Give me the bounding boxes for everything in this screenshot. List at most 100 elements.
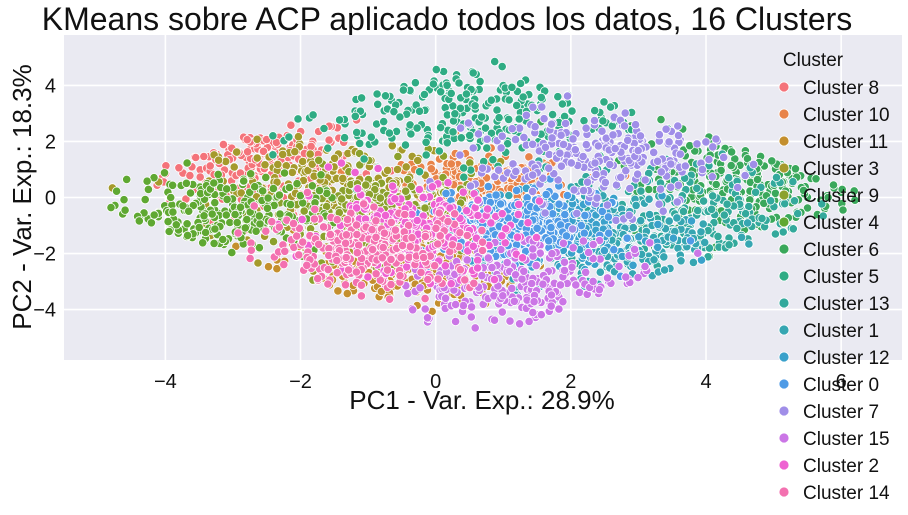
data-point: [512, 100, 522, 111]
data-point: [298, 237, 308, 247]
data-point: [534, 196, 545, 206]
data-point: [290, 147, 300, 157]
data-point: [465, 181, 476, 191]
data-point: [305, 149, 315, 159]
data-point: [778, 227, 788, 237]
data-point: [579, 116, 589, 126]
data-point: [492, 105, 502, 115]
data-point: [656, 167, 666, 177]
data-point: [324, 135, 334, 145]
data-point: [195, 172, 205, 182]
data-point: [640, 261, 650, 272]
data-point: [415, 283, 425, 293]
data-point: [273, 159, 283, 169]
data-point: [678, 206, 689, 216]
data-point: [537, 102, 547, 112]
data-point: [635, 131, 646, 141]
data-point: [766, 196, 776, 206]
data-point: [146, 218, 156, 228]
data-point: [342, 288, 352, 299]
data-point: [793, 209, 803, 219]
data-point: [323, 143, 333, 153]
data-point: [504, 190, 514, 201]
data-point: [355, 138, 365, 148]
data-point: [287, 167, 297, 177]
legend-marker: [778, 351, 790, 363]
data-point: [343, 265, 354, 275]
data-point: [434, 208, 444, 218]
data-point: [242, 215, 252, 225]
data-point: [288, 219, 299, 229]
data-point: [462, 255, 472, 265]
data-point: [740, 170, 750, 181]
data-point: [521, 110, 532, 120]
data-point: [367, 245, 378, 255]
data-point: [463, 118, 473, 128]
data-point: [771, 172, 782, 182]
data-point: [199, 211, 209, 221]
data-point: [562, 91, 573, 101]
data-point: [477, 271, 487, 281]
data-point: [400, 209, 410, 220]
data-point: [329, 153, 340, 163]
data-point: [323, 279, 333, 289]
data-point: [413, 155, 423, 166]
data-point: [659, 252, 669, 262]
data-point: [547, 249, 557, 259]
data-point: [436, 87, 446, 97]
legend-entry: Cluster 12: [803, 348, 890, 369]
data-point: [588, 239, 598, 250]
data-point: [546, 119, 557, 129]
data-point: [477, 237, 488, 247]
data-point: [477, 245, 488, 256]
data-point: [473, 195, 483, 205]
data-point: [455, 265, 465, 275]
data-point: [458, 300, 468, 311]
data-point: [433, 239, 443, 249]
data-point: [336, 158, 346, 168]
data-point: [732, 223, 742, 233]
data-point: [227, 248, 237, 258]
data-point: [420, 293, 430, 304]
data-point: [593, 141, 603, 151]
data-point: [414, 106, 425, 116]
data-point: [666, 159, 676, 169]
data-point: [455, 150, 465, 160]
data-point: [497, 61, 507, 72]
data-point: [540, 142, 551, 152]
data-point: [332, 255, 342, 266]
data-point: [416, 267, 426, 277]
data-point: [232, 147, 242, 157]
data-point: [371, 232, 381, 242]
data-point: [420, 231, 430, 242]
data-point: [210, 198, 220, 208]
data-point: [536, 310, 546, 320]
data-point: [455, 123, 466, 133]
data-point: [742, 218, 753, 228]
data-point: [519, 266, 529, 276]
data-point: [263, 193, 273, 203]
data-point: [268, 237, 279, 247]
data-point: [707, 172, 717, 182]
data-point: [333, 286, 343, 296]
data-point: [251, 226, 261, 236]
data-point: [582, 177, 593, 187]
data-point: [198, 238, 208, 248]
data-point: [698, 219, 708, 229]
data-point: [603, 212, 614, 222]
data-point: [363, 272, 373, 282]
data-point: [726, 147, 737, 157]
data-point: [547, 110, 558, 120]
data-point: [548, 209, 558, 219]
data-point: [468, 241, 478, 251]
data-point: [456, 133, 466, 143]
data-point: [515, 78, 526, 89]
data-point: [307, 181, 317, 191]
data-point: [140, 195, 150, 205]
data-point: [676, 256, 686, 266]
data-point: [698, 196, 709, 206]
data-point: [303, 165, 313, 175]
data-point: [697, 165, 708, 175]
legend-marker: [778, 162, 790, 174]
data-point: [546, 223, 556, 233]
